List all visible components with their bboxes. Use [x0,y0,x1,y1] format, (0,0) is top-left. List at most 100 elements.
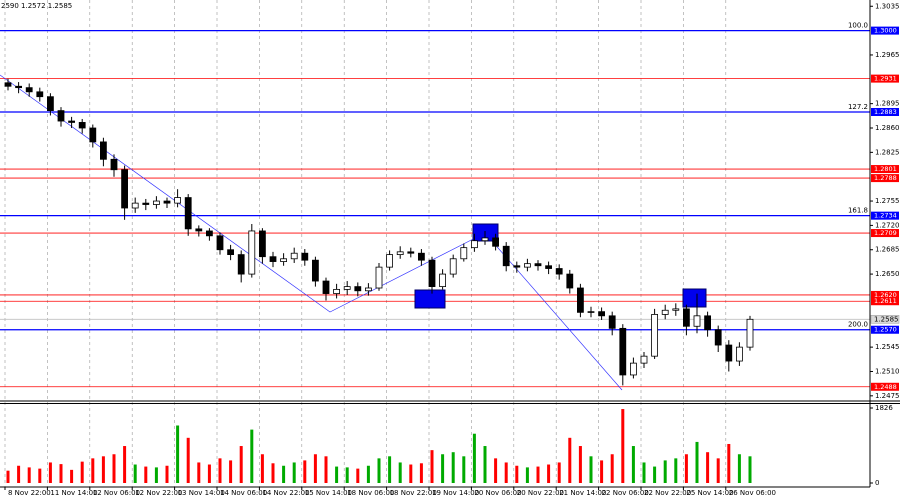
x-tick-label: 20 Nov 22:00 [517,489,564,497]
volume-bar [409,464,413,483]
candle-body [322,280,330,294]
candle-body [746,318,754,348]
volume-bar [112,454,116,483]
x-tick-label: 21 Nov 14:00 [559,489,606,497]
volume-bar [727,443,731,483]
volume-bar [48,462,52,483]
candle-body [354,286,362,292]
volume-bar [663,460,667,483]
level-label-box [871,74,899,83]
y-tick-label: 1.2685 [875,246,900,254]
y-tick-label: 1.2825 [875,148,900,156]
volume-bar [621,409,625,483]
volume-bar [282,465,286,483]
x-tick-label: 20 Nov 06:00 [474,489,521,497]
volume-bar [313,454,317,483]
volume-bar [695,441,699,483]
volume-bar [642,462,646,483]
candle-body [545,265,552,269]
x-tick-label: 11 Nov 14:00 [50,489,97,497]
volume-bar [525,467,529,483]
y-tick-label: 1.2650 [875,270,900,278]
level-label-box [871,290,899,299]
candle-body [89,127,97,143]
candle-body [163,200,171,204]
volume-bar [578,446,582,483]
volume-bar [186,437,190,483]
level-label: 1.3000 [874,27,897,35]
candle-body [333,288,341,294]
volume-bar [271,463,275,483]
candle-body [449,258,457,275]
volume-bar [335,466,339,483]
candle-body [577,287,584,313]
x-tick-label: 22 Nov 22:00 [644,489,691,497]
level-label: 1.2620 [874,291,897,299]
level-label: 1.2611 [874,297,897,305]
level-label-box [871,325,899,334]
volume-bar [197,462,201,483]
candle-body [619,327,627,376]
volume-bar [472,433,476,483]
volume-tick-label: 0 [875,479,879,487]
y-tick-label: 1.3035 [875,2,900,10]
candle-body [651,314,658,357]
volume-bar [547,464,551,483]
candle-body [375,266,383,289]
y-tick-label: 1.2895 [875,100,900,108]
volume-bar [303,460,307,483]
volume-bar [80,461,84,483]
volume-bar [419,463,423,483]
candle-body [725,344,733,362]
level-label-box [871,108,899,116]
candle-body [15,85,23,89]
candle-body [248,230,256,275]
candle-body [513,265,521,268]
candle-body [110,158,118,171]
x-tick-label: 8 Nov 22:00 [8,489,51,497]
volume-bar [218,458,222,483]
candle-body [195,228,203,232]
volume-bar [398,462,402,483]
x-tick-label: 13 Nov 14:00 [178,489,225,497]
volume-bar [706,452,710,483]
candle-body [68,120,75,123]
y-tick-label: 1.2860 [875,124,900,132]
x-tick-label: 25 Nov 14:00 [686,489,733,497]
candle-body [502,245,510,267]
candle-body [704,315,711,331]
level-label: 1.2709 [874,229,897,237]
volume-bar [176,425,180,483]
current-price-box [870,315,900,324]
candle-body [417,252,425,261]
level-label-box [871,174,899,183]
volume-bar [70,469,74,483]
fib-label: 100.0 [848,22,868,30]
candle-body [4,82,12,87]
level-label-box [871,211,899,220]
candle-body [311,259,319,282]
candle-body [524,263,531,268]
candle-body [566,273,574,289]
volume-bar [674,458,678,483]
volume-bar [123,446,127,483]
x-tick-label: 26 Nov 06:00 [729,489,776,497]
candle-body [205,230,213,237]
y-tick-label: 1.2720 [875,221,900,229]
fib-label: 161.8 [848,207,868,215]
fib-label: 200.0 [848,321,868,329]
level-label: 1.2488 [874,383,897,391]
candle-body [216,235,224,251]
volume-bar [684,454,688,483]
wave-line [0,74,623,391]
volume-bar [377,458,381,483]
volume-bar [133,464,137,483]
volume-bar [38,468,42,483]
candle-body [78,122,86,129]
volume-bar [388,456,392,483]
x-tick-label: 14 Nov 22:00 [262,489,309,497]
volume-bar [250,429,254,483]
y-tick-label: 1.2965 [875,51,900,59]
candle-body [407,251,415,254]
